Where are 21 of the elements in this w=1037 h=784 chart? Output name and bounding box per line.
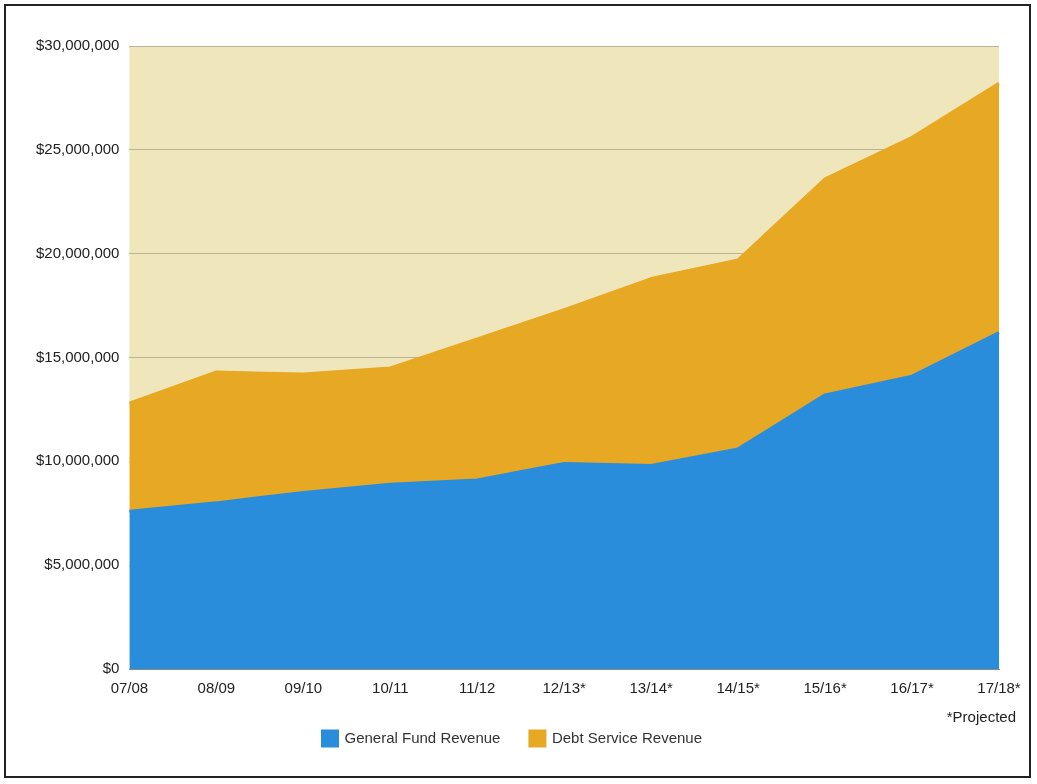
y-tick-label: $5,000,000 — [44, 555, 120, 573]
x-tick-label: 13/14* — [629, 679, 674, 697]
legend-label: General Fund Revenue — [344, 728, 501, 746]
x-tick-label: 12/13* — [542, 679, 587, 697]
y-tick-label: $25,000,000 — [35, 139, 120, 157]
x-tick-label: 07/08 — [110, 679, 149, 697]
y-tick-label: $30,000,000 — [35, 36, 120, 54]
x-tick-label: 09/10 — [284, 679, 323, 697]
y-tick-label: $0 — [102, 659, 120, 677]
x-tick-label: 16/17* — [890, 679, 934, 697]
x-tick-label: 10/11 — [372, 679, 409, 697]
x-tick-label: 14/15* — [716, 679, 760, 697]
legend-label: Debt Service Revenue — [551, 728, 703, 746]
y-tick-label: $20,000,000 — [35, 243, 120, 261]
x-tick-label: 15/16* — [803, 679, 847, 697]
x-tick-label: 08/09 — [197, 679, 236, 697]
y-tick-label: $15,000,000 — [35, 347, 120, 365]
x-tick-label: 11/12 — [459, 679, 496, 697]
x-tick-label: 17/18* — [977, 679, 1021, 697]
text: *Projected — [945, 708, 1016, 725]
y-tick-label: $10,000,000 — [35, 451, 120, 469]
